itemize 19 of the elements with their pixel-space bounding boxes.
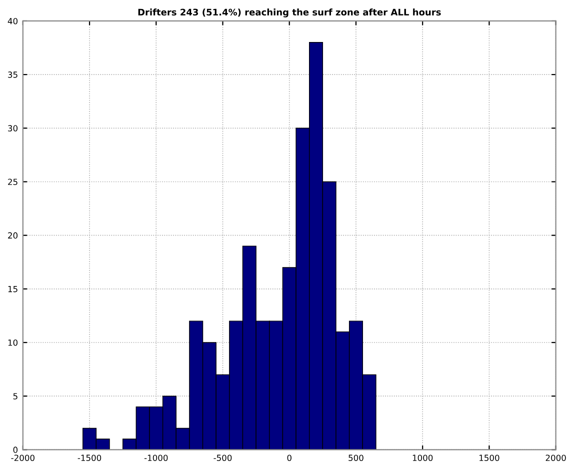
x-tick-label: 1500 <box>480 454 500 461</box>
y-tick-label: 30 <box>8 125 18 132</box>
x-tick-label: -1500 <box>78 454 102 461</box>
x-tick-label: -500 <box>214 454 232 461</box>
x-tick-label: 1000 <box>412 454 433 461</box>
x-tick-label: 0 <box>287 454 292 461</box>
x-tick-label: 500 <box>348 454 364 461</box>
y-tick-label: 20 <box>8 232 18 239</box>
y-tick-label: 5 <box>13 393 18 400</box>
chart-title: Drifters 243 (51.4%) reaching the surf zone after ALL hours <box>138 8 441 18</box>
y-tick-label: 25 <box>8 178 18 186</box>
x-tick-label: -1000 <box>144 454 168 461</box>
y-tick-label: 0 <box>13 446 18 453</box>
y-tick-label: 40 <box>8 18 18 24</box>
x-tick-label: -2000 <box>11 454 34 461</box>
y-tick-label: 10 <box>8 339 18 346</box>
x-tick-label: 2000 <box>546 454 566 461</box>
y-tick-label: 35 <box>8 72 18 78</box>
y-tick-label: 15 <box>8 286 18 292</box>
